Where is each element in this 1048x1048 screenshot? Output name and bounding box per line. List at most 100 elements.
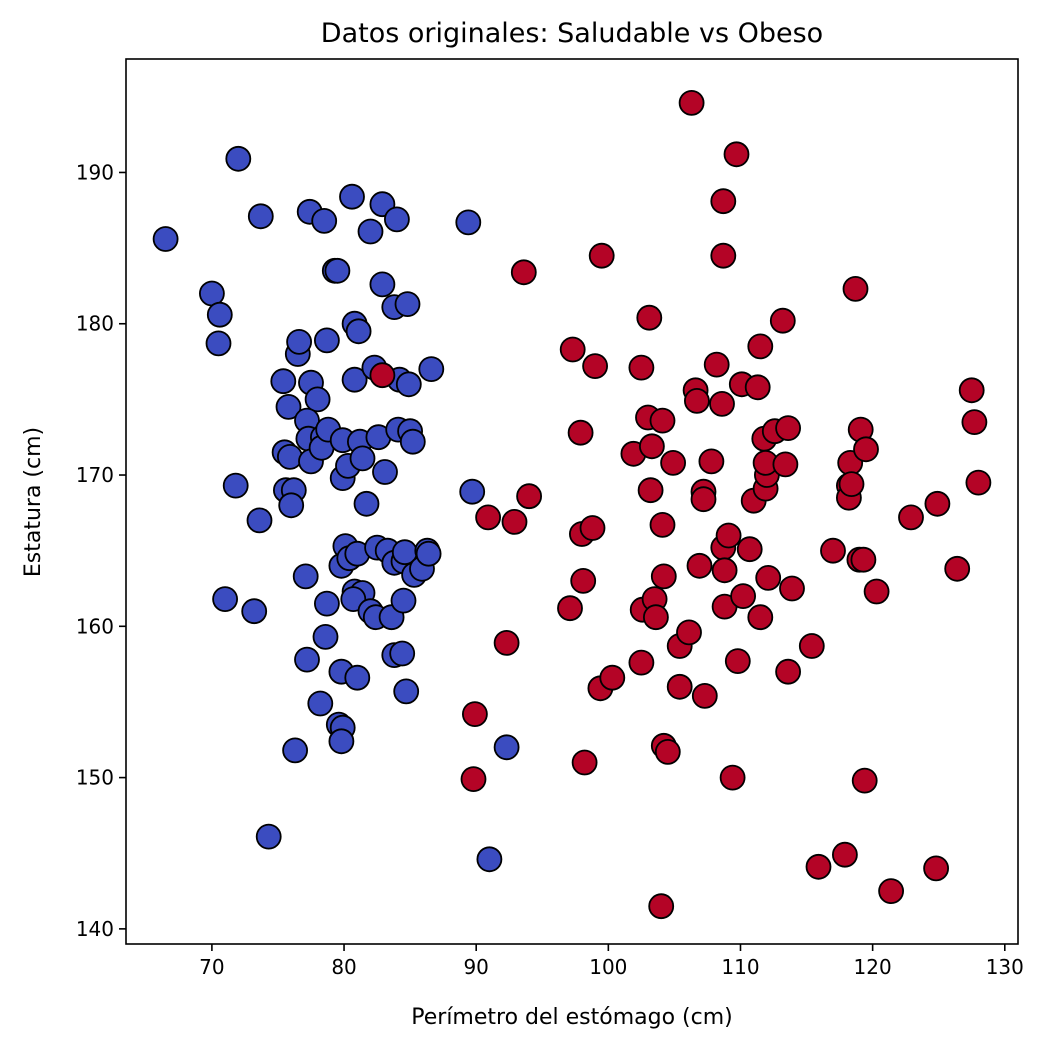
data-point bbox=[307, 690, 334, 717]
data-point bbox=[567, 419, 594, 446]
data-point bbox=[649, 512, 676, 538]
data-point bbox=[246, 507, 273, 534]
data-point bbox=[649, 407, 676, 434]
data-point bbox=[769, 307, 796, 334]
data-point bbox=[744, 374, 771, 401]
data-point bbox=[666, 673, 693, 700]
data-point bbox=[393, 678, 420, 705]
data-point bbox=[418, 356, 445, 383]
data-point bbox=[588, 242, 615, 269]
data-point bbox=[270, 368, 297, 395]
data-point bbox=[294, 646, 320, 673]
data-point bbox=[636, 304, 663, 331]
data-point bbox=[690, 486, 717, 513]
data-point bbox=[650, 563, 677, 590]
data-point bbox=[961, 409, 988, 436]
data-point bbox=[353, 490, 380, 517]
data-point bbox=[369, 362, 396, 389]
data-point bbox=[372, 459, 398, 485]
data-point bbox=[944, 555, 971, 582]
data-point bbox=[247, 203, 274, 230]
data-point bbox=[344, 664, 371, 691]
data-point bbox=[710, 188, 737, 215]
data-point bbox=[152, 226, 179, 252]
x-tick-label: 70 bbox=[199, 955, 224, 979]
data-point bbox=[582, 353, 608, 380]
data-point bbox=[570, 568, 597, 594]
data-point bbox=[678, 90, 705, 116]
data-point bbox=[820, 537, 846, 564]
data-point bbox=[676, 619, 702, 646]
data-point bbox=[345, 318, 372, 345]
data-point bbox=[798, 633, 825, 659]
data-point bbox=[212, 586, 239, 612]
data-point bbox=[698, 448, 725, 475]
data-point bbox=[476, 846, 503, 873]
data-point bbox=[510, 259, 537, 286]
data-point bbox=[395, 371, 422, 398]
data-point bbox=[475, 504, 502, 531]
y-tick-label: 190 bbox=[76, 160, 114, 184]
data-point bbox=[654, 739, 681, 765]
data-point bbox=[850, 546, 877, 573]
data-point bbox=[571, 749, 598, 776]
data-point bbox=[772, 451, 799, 478]
data-point bbox=[276, 443, 303, 470]
x-tick-label: 90 bbox=[463, 955, 488, 979]
data-point bbox=[639, 433, 665, 460]
data-point bbox=[349, 445, 376, 472]
data-point bbox=[648, 893, 675, 920]
data-point bbox=[923, 855, 949, 882]
data-point bbox=[660, 449, 686, 476]
data-point bbox=[222, 472, 249, 499]
data-point bbox=[516, 483, 542, 510]
data-point bbox=[643, 604, 669, 631]
data-point bbox=[736, 536, 763, 563]
x-tick-label: 80 bbox=[331, 955, 356, 979]
data-point bbox=[715, 522, 742, 549]
data-point bbox=[710, 242, 737, 269]
data-point bbox=[286, 328, 313, 355]
x-axis-ticks: 70 80 90 100 110 120 130 bbox=[199, 944, 1024, 979]
points-layer bbox=[152, 90, 992, 920]
data-point bbox=[311, 207, 338, 234]
data-point bbox=[723, 141, 750, 168]
data-point bbox=[599, 664, 626, 691]
data-point bbox=[691, 683, 718, 709]
data-point bbox=[709, 390, 735, 417]
data-point bbox=[312, 624, 339, 650]
data-point bbox=[313, 590, 340, 617]
data-point bbox=[747, 604, 774, 631]
data-point bbox=[838, 471, 865, 498]
x-tick-label: 110 bbox=[721, 955, 759, 979]
data-point bbox=[292, 563, 319, 590]
data-point bbox=[461, 701, 488, 727]
data-point bbox=[206, 301, 233, 328]
data-point bbox=[415, 540, 442, 567]
data-point bbox=[559, 336, 586, 363]
data-point bbox=[394, 291, 421, 318]
data-point bbox=[842, 275, 869, 302]
data-point bbox=[255, 823, 282, 850]
y-tick-label: 160 bbox=[76, 614, 114, 638]
data-point bbox=[313, 327, 340, 354]
data-point bbox=[324, 257, 351, 284]
x-tick-label: 130 bbox=[986, 955, 1024, 979]
data-point bbox=[686, 552, 713, 579]
data-point bbox=[898, 504, 924, 531]
data-point bbox=[805, 853, 832, 880]
data-point bbox=[703, 351, 730, 378]
data-point bbox=[205, 330, 232, 357]
data-point bbox=[383, 206, 410, 233]
data-point bbox=[878, 878, 904, 904]
data-point bbox=[328, 728, 355, 755]
data-point bbox=[863, 578, 890, 605]
data-point bbox=[278, 492, 305, 519]
data-point bbox=[369, 271, 396, 298]
y-tick-label: 170 bbox=[76, 463, 114, 487]
data-point bbox=[832, 841, 858, 868]
data-point bbox=[459, 478, 486, 505]
y-tick-label: 180 bbox=[76, 312, 114, 336]
data-point bbox=[965, 469, 992, 496]
